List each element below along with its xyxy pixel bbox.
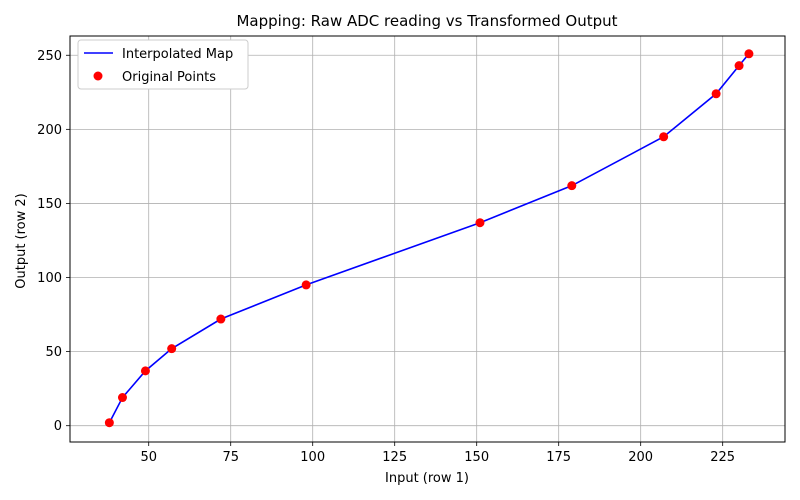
x-axis-label: Input (row 1): [385, 471, 469, 486]
grid: [70, 36, 785, 442]
ticks: 50 75 100 125 150 175 200 225 0 50 100 150 200 250: [37, 49, 735, 465]
data-point-original: [216, 314, 226, 324]
series-line-interpolated-map: [108, 53, 750, 424]
legend-box: [77, 39, 249, 90]
x-tick-label: 175: [546, 450, 571, 465]
data-point-original: [734, 61, 744, 71]
legend: Interpolated Map Original Points: [77, 39, 249, 90]
x-tick-label: 50: [140, 450, 157, 465]
y-tick-label: 50: [45, 345, 62, 360]
x-tick-label: 150: [464, 450, 489, 465]
y-axis-label: Output (row 2): [14, 193, 29, 288]
series: [104, 49, 754, 428]
x-tick-label: 100: [300, 450, 325, 465]
data-point-original: [711, 89, 721, 99]
data-point-original: [117, 393, 127, 403]
data-point-original: [301, 280, 311, 290]
data-point-original: [104, 418, 114, 428]
data-point-original: [475, 218, 485, 228]
y-tick-label: 0: [54, 419, 62, 434]
data-point-original: [567, 181, 577, 191]
x-tick-label: 75: [222, 450, 239, 465]
y-tick-label: 100: [37, 271, 62, 286]
y-tick-label: 250: [37, 49, 62, 64]
y-tick-label: 150: [37, 197, 62, 212]
x-tick-label: 200: [628, 450, 653, 465]
x-tick-label: 225: [710, 450, 735, 465]
plot-frame: [69, 35, 786, 443]
chart-title: Mapping: Raw ADC reading vs Transformed …: [236, 12, 617, 30]
legend-label-original: Original Points: [122, 70, 216, 85]
data-point-original: [167, 344, 177, 354]
data-point-original: [659, 132, 669, 142]
legend-scatter-swatch: [93, 71, 103, 81]
x-tick-label: 125: [382, 450, 407, 465]
data-point-original: [140, 366, 150, 376]
y-tick-label: 200: [37, 123, 62, 138]
data-point-original: [744, 49, 754, 59]
legend-label-interpolated: Interpolated Map: [122, 47, 233, 62]
